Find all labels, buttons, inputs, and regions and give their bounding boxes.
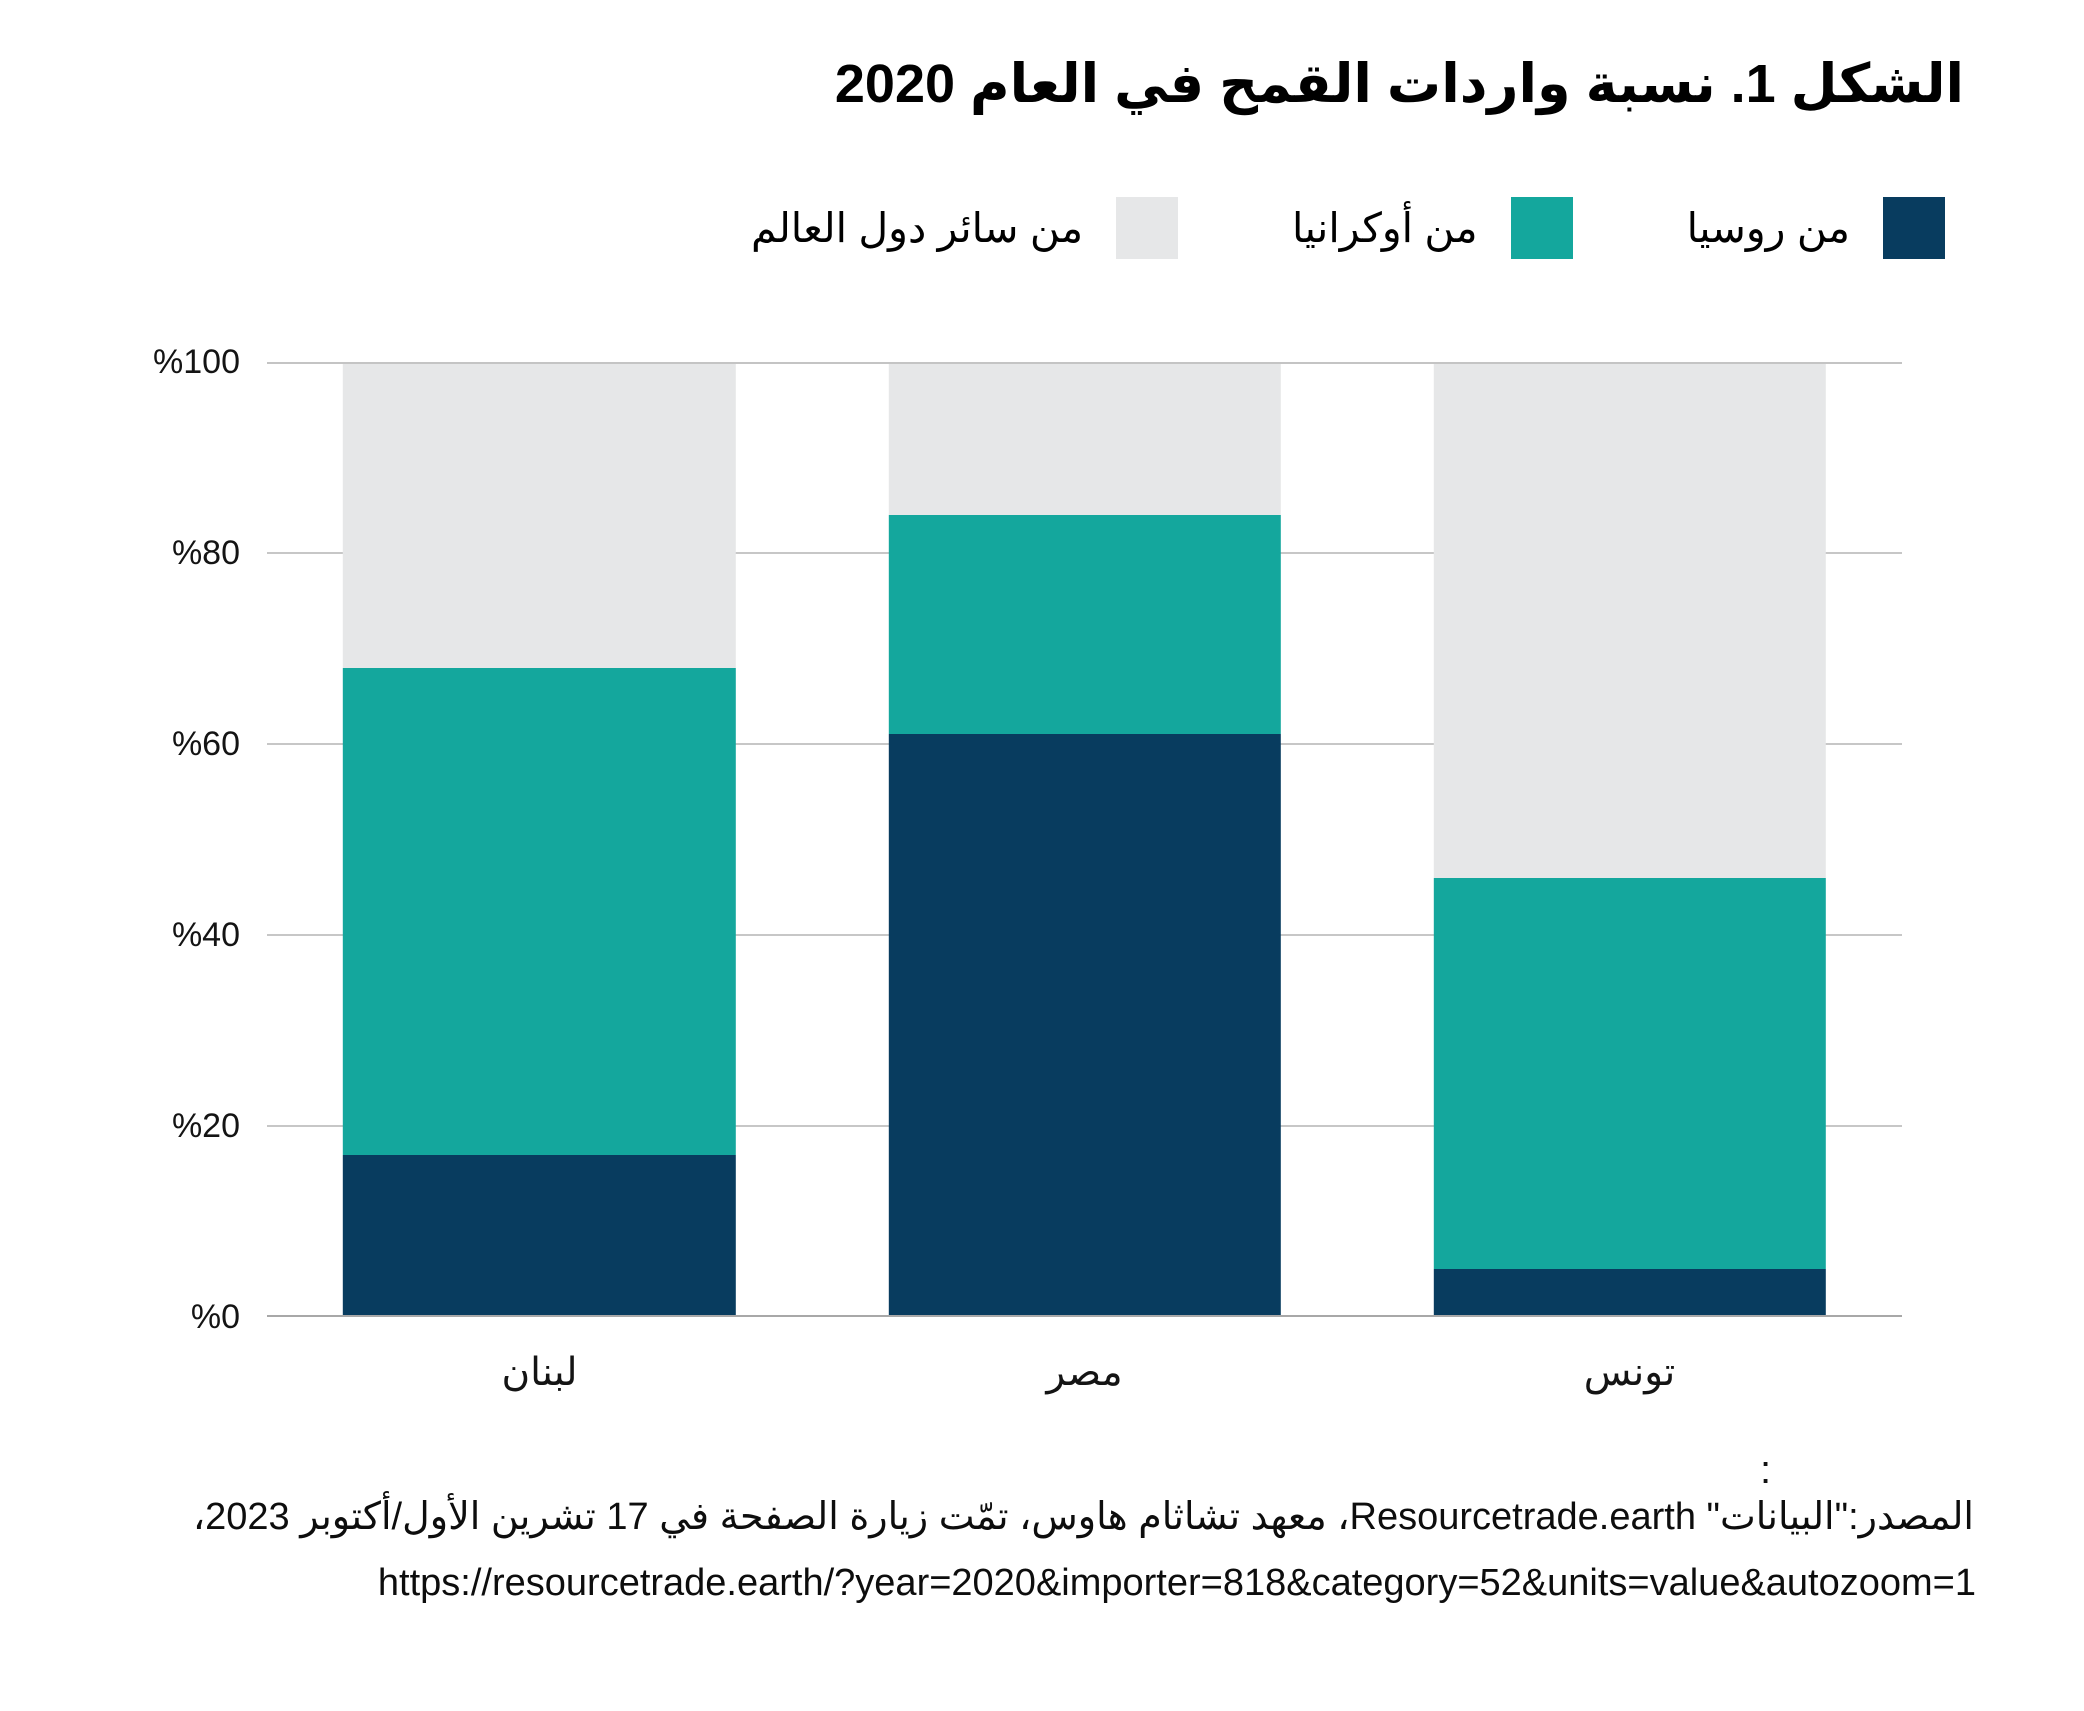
legend-label-ukraine: من أوكرانيا	[1292, 205, 1478, 251]
source-note: المصدر:"البيانات" Resourcetrade.earth، م…	[192, 1496, 1974, 1538]
x-axis-category-label: لبنان	[501, 1351, 578, 1394]
legend: من روسيا من أوكرانيا من سائر دول العالم	[751, 197, 1945, 259]
bar-segment-rest	[1433, 362, 1826, 878]
figure-title: الشكل 1. نسبة واردات القمح في العام 2020	[834, 54, 1964, 114]
bar-segment-ukraine	[888, 514, 1281, 735]
bar-segment-russia	[888, 734, 1281, 1317]
bar-segment-ukraine	[343, 667, 736, 1155]
plot-area	[267, 362, 1902, 1317]
y-axis-tick-label: %40	[171, 916, 240, 954]
legend-label-rest-of-world: من سائر دول العالم	[751, 205, 1084, 251]
legend-swatch-rest-of-world-icon	[1116, 197, 1179, 259]
x-axis-category-label: تونس	[1583, 1351, 1676, 1394]
y-axis-tick-label: %100	[153, 343, 240, 381]
gridline	[267, 362, 1902, 364]
x-axis: لبنان مصر تونس	[267, 1350, 1902, 1410]
legend-swatch-ukraine-icon	[1510, 197, 1573, 259]
legend-item-rest-of-world: من سائر دول العالم	[751, 197, 1179, 259]
bar-segment-rest	[888, 362, 1281, 515]
x-axis-category-label: مصر	[1046, 1351, 1123, 1394]
bar-segment-ukraine	[1433, 877, 1826, 1270]
y-axis-tick-label: %80	[171, 534, 240, 572]
legend-swatch-russia-icon	[1883, 197, 1945, 259]
legend-label-russia: من روسيا	[1686, 205, 1850, 251]
y-axis: %0 %20 %40 %60 %80 %100	[0, 343, 240, 1336]
stacked-bar-2	[1433, 362, 1826, 1317]
bar-segment-russia	[1433, 1269, 1826, 1317]
y-axis-tick-label: %20	[171, 1107, 240, 1145]
y-axis-tick-label: %0	[190, 1298, 240, 1336]
legend-item-ukraine: من أوكرانيا	[1292, 197, 1573, 259]
source-url: https://resourcetrade.earth/?year=2020&i…	[377, 1562, 1976, 1604]
bar-segment-rest	[343, 362, 736, 668]
source-stray-colon: :	[1760, 1448, 1772, 1492]
gridline	[267, 1315, 1902, 1317]
legend-item-russia: من روسيا	[1687, 197, 1945, 259]
stacked-bar-1	[888, 362, 1281, 1317]
bar-segment-russia	[343, 1154, 736, 1317]
y-axis-tick-label: %60	[171, 725, 240, 763]
stacked-bar-0	[343, 362, 736, 1317]
